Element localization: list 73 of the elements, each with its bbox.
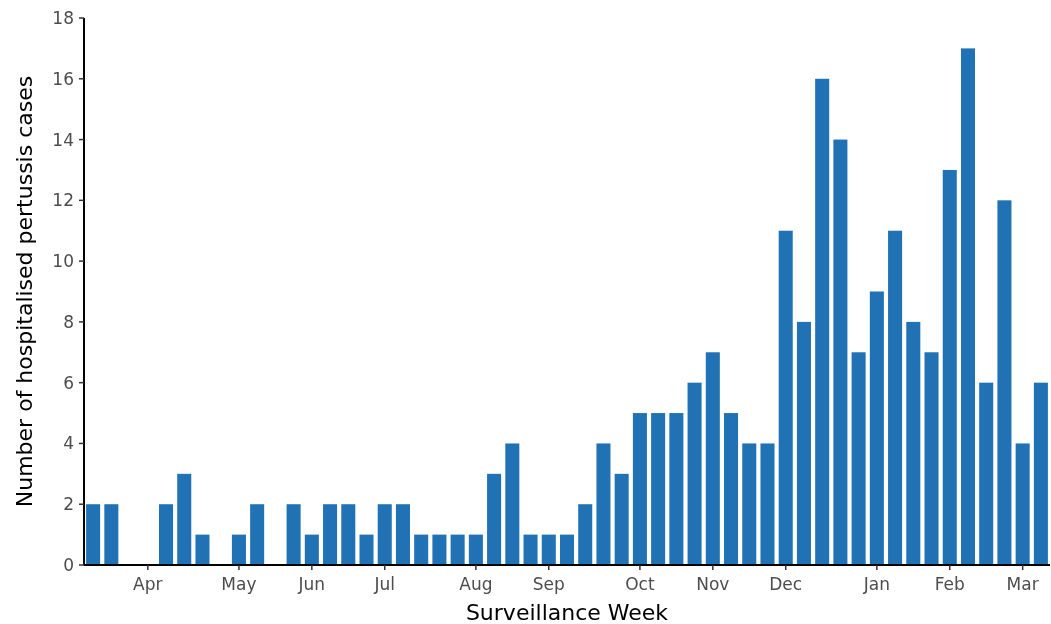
x-axis-title: Surveillance Week	[465, 600, 669, 624]
bar	[596, 443, 611, 565]
x-tick-label: Sep	[532, 574, 565, 594]
y-tick-label: 16	[52, 68, 74, 89]
bar	[177, 473, 192, 565]
bar	[578, 504, 593, 565]
x-tick-label: Aug	[459, 574, 493, 594]
bar	[778, 230, 793, 565]
bar	[468, 534, 483, 565]
y-tick-label: 14	[52, 129, 74, 150]
bar	[906, 321, 921, 565]
bar	[231, 534, 246, 565]
y-tick-label: 6	[63, 372, 74, 393]
bar	[559, 534, 575, 565]
bar	[760, 443, 775, 565]
bar	[651, 413, 666, 565]
bar	[487, 473, 502, 565]
bar	[960, 48, 975, 565]
bar	[742, 443, 757, 565]
bar	[705, 352, 720, 565]
bar	[833, 139, 848, 565]
bar	[377, 504, 392, 565]
x-tick-label: Dec	[769, 574, 803, 594]
bar	[286, 504, 301, 565]
bar	[796, 321, 811, 565]
bar	[888, 230, 903, 565]
bar	[614, 473, 629, 565]
x-tick-label: Nov	[696, 574, 730, 594]
bar	[104, 504, 119, 565]
bar	[924, 352, 939, 565]
bar	[505, 443, 520, 565]
bar	[523, 534, 538, 565]
y-tick-label: 10	[52, 251, 74, 272]
y-tick-label: 18	[52, 7, 74, 28]
bar	[851, 352, 866, 565]
y-tick-label: 12	[52, 190, 74, 211]
bar	[250, 504, 265, 565]
bar	[869, 291, 884, 565]
x-tick-label: Oct	[625, 574, 655, 594]
y-tick-label: 8	[63, 311, 74, 332]
x-tick-label: Jun	[297, 574, 326, 594]
bar	[195, 534, 210, 565]
x-tick-label: Feb	[934, 574, 965, 594]
bar	[724, 413, 739, 565]
bar	[86, 504, 101, 565]
bar	[159, 504, 174, 565]
x-tick-label: Jan	[862, 574, 890, 594]
y-tick-label: 2	[63, 494, 74, 515]
x-tick-label: Jul	[373, 574, 395, 594]
x-tick-label: Apr	[133, 574, 163, 594]
bar	[414, 534, 429, 565]
bar	[432, 534, 447, 565]
bar	[395, 504, 410, 565]
bar	[341, 504, 356, 565]
bar	[687, 382, 702, 565]
bar	[997, 200, 1012, 565]
bar	[359, 534, 374, 565]
bar	[1033, 382, 1048, 565]
y-tick-label: 4	[63, 433, 74, 454]
bar	[632, 413, 647, 565]
bar	[979, 382, 994, 565]
bar	[942, 169, 957, 565]
bar	[304, 534, 319, 565]
bar	[450, 534, 465, 565]
bar	[669, 413, 684, 565]
bar	[541, 534, 556, 565]
bar	[1015, 443, 1030, 565]
x-tick-label: Mar	[1006, 574, 1039, 594]
bar	[323, 504, 338, 565]
bar	[815, 78, 830, 565]
y-tick-label: 0	[63, 554, 74, 575]
x-tick-label: May	[221, 574, 257, 594]
y-axis-title: Number of hospitalised pertussis cases	[12, 75, 37, 508]
